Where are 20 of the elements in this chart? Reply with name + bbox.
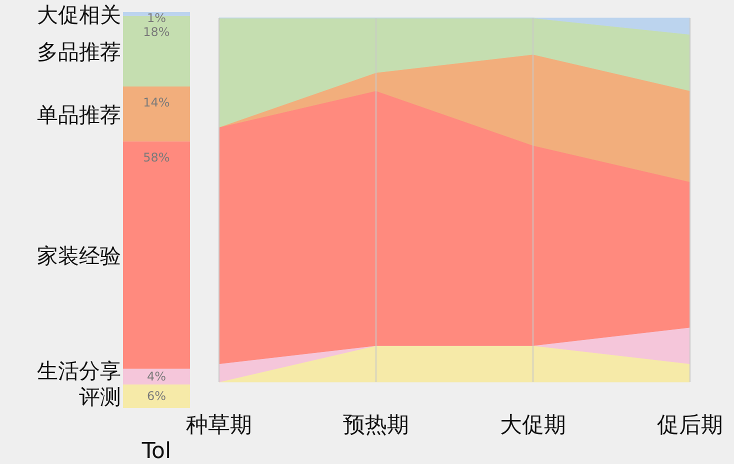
series-label: 单品推荐 [37, 102, 121, 127]
data-label: 4% [146, 370, 166, 384]
x-tick-label: 预热期 [343, 413, 409, 438]
series-label: 多品推荐 [37, 40, 121, 64]
x-tick-label: 种草期 [186, 413, 252, 438]
series-label: 大促相关 [37, 2, 121, 27]
data-label: 58% [143, 150, 170, 164]
series-label: 评测 [79, 385, 121, 410]
data-label: 6% [146, 389, 166, 404]
series-label: 生活分享 [37, 359, 121, 384]
data-label: 18% [143, 24, 170, 39]
x-tick-label: 大促期 [500, 413, 566, 438]
bar [123, 368, 190, 384]
bar [123, 141, 190, 369]
bar [123, 384, 190, 408]
x-tick-label: Tol [140, 439, 172, 464]
x-tick-label: 促后期 [657, 413, 723, 438]
series-label: 家装经验 [37, 244, 121, 268]
bar [123, 86, 190, 142]
data-label: 14% [143, 95, 170, 110]
